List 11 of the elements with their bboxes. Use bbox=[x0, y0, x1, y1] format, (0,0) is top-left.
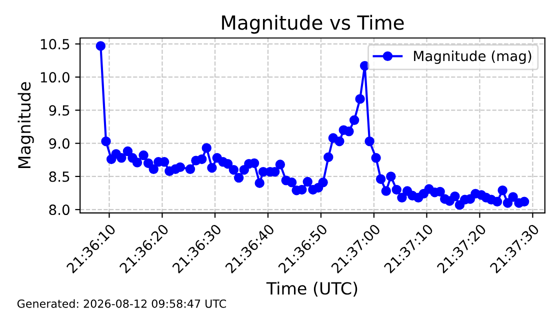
chart-title: Magnitude vs Time bbox=[222, 14, 404, 34]
y-axis-title: Magnitude bbox=[18, 82, 34, 168]
legend-label: Magnitude (mag) bbox=[414, 50, 532, 64]
y-tick-label: 9.5 bbox=[49, 105, 70, 116]
y-tick-label: 9.0 bbox=[49, 138, 70, 149]
y-tick-label: 10.0 bbox=[40, 72, 70, 83]
x-axis-title: Time (UTC) bbox=[266, 282, 358, 297]
y-tick-label: 8.0 bbox=[49, 204, 70, 216]
y-tick-label: 8.5 bbox=[49, 171, 70, 182]
y-tick-label: 10.5 bbox=[40, 38, 70, 50]
text: Generated: 2026-08-12 09:58:47 UTC bbox=[17, 299, 226, 308]
